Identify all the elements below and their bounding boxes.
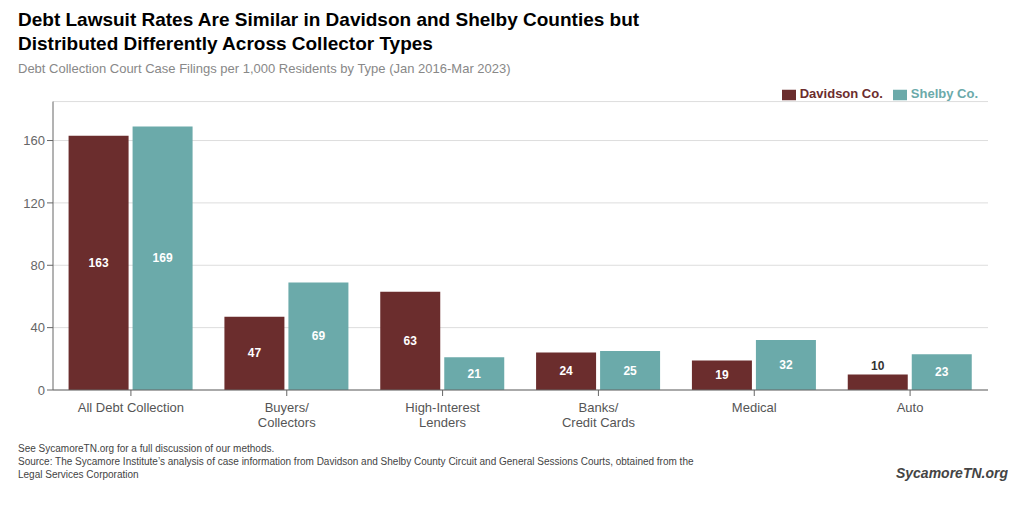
html-text:Legal Services Corporation: Legal Services Corporation <box>18 469 139 480</box>
svg-text:19: 19 <box>715 368 729 382</box>
svg-text:80: 80 <box>31 258 45 273</box>
html-text:Debt Lawsuit Rates Are Similar: Debt Lawsuit Rates Are Similar in Davids… <box>18 9 640 54</box>
svg-text:169: 169 <box>153 251 173 265</box>
html-text:SycamoreTN.org: SycamoreTN.org <box>896 465 1008 481</box>
svg-text:Banks/Credit Cards: Banks/Credit Cards <box>562 400 635 430</box>
svg-text:40: 40 <box>31 320 45 335</box>
svg-text:47: 47 <box>248 346 262 360</box>
html-text:Davidson Co.: Davidson Co. <box>799 86 883 101</box>
svg-text:Medical: Medical <box>732 400 777 415</box>
svg-text:Buyers/Collectors: Buyers/Collectors <box>258 400 316 430</box>
svg-text:21: 21 <box>468 367 482 381</box>
html-text:Shelby Co.: Shelby Co. <box>910 86 978 101</box>
svg-text:69: 69 <box>312 329 326 343</box>
html-text:Source: The Sycamore Institute: Source: The Sycamore Institute’s analysi… <box>18 456 694 467</box>
svg-text:25: 25 <box>623 364 637 378</box>
svg-text:63: 63 <box>404 334 418 348</box>
svg-text:10: 10 <box>871 359 885 373</box>
svg-text:32: 32 <box>779 358 793 372</box>
svg-text:All Debt Collection: All Debt Collection <box>78 400 184 415</box>
svg-text:Auto: Auto <box>897 400 924 415</box>
svg-text:24: 24 <box>559 364 573 378</box>
svg-text:High-InterestLenders: High-InterestLenders <box>405 400 480 430</box>
svg-text:23: 23 <box>935 365 949 379</box>
html-text:See SycamoreTN.org for a full: See SycamoreTN.org for a full discussion… <box>18 443 275 454</box>
svg-text:120: 120 <box>23 196 45 211</box>
html-text:Debt Collection Court Case Fil: Debt Collection Court Case Filings per 1… <box>18 61 511 76</box>
svg-text:163: 163 <box>89 256 109 270</box>
svg-text:0: 0 <box>38 383 45 398</box>
svg-text:160: 160 <box>23 133 45 148</box>
